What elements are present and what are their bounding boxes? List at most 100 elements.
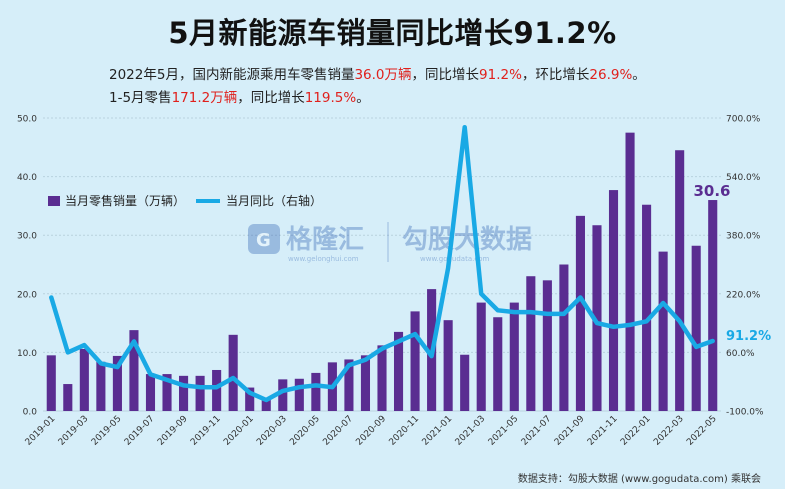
x-tick-label: 2020-09 (354, 414, 388, 448)
bar (460, 354, 470, 411)
left-tick-label: 20.0 (17, 290, 37, 300)
x-tick-label: 2022-01 (619, 414, 653, 448)
x-tick-label: 2021-07 (520, 414, 554, 448)
bar (79, 348, 89, 411)
bar (344, 359, 354, 411)
x-tick-label: 2019-07 (123, 414, 157, 448)
watermark-gogudata-url: www.gogudata.com (420, 255, 489, 263)
right-tick-label: -100.0% (726, 408, 764, 418)
left-axis-ticks: 0.0 10.0 20.0 30.0 40.0 50.0 (17, 115, 37, 418)
bar (294, 378, 304, 411)
bar (179, 375, 189, 411)
bar-series (46, 132, 718, 412)
left-tick-label: 40.0 (17, 173, 37, 183)
left-tick-label: 0.0 (23, 408, 38, 418)
subtitle-line-2-part: 。 (356, 90, 370, 106)
subtitle-line-1-part: 2022年5月，国内新能源乘用车零售销量 (109, 67, 355, 83)
watermark: G 格隆汇 www.gelonghui.com 勾股大数据 www.goguda… (248, 222, 532, 263)
subtitle-line-1-part: ，环比增长 (521, 67, 590, 83)
bar (675, 150, 685, 412)
subtitle-line-2: 1-5月零售171.2万辆，同比增长119.5%。 (109, 86, 370, 106)
x-tick-label: 2019-05 (90, 414, 124, 448)
bar (542, 280, 552, 411)
bar (642, 204, 652, 411)
bar (559, 264, 569, 411)
x-tick-label: 2020-07 (321, 414, 355, 448)
subtitle-line-1-part: ，同比增长 (411, 67, 480, 83)
bar (708, 200, 718, 411)
bar (278, 379, 288, 411)
x-tick-label: 2022-03 (652, 414, 686, 448)
bar (509, 302, 519, 411)
bar (360, 355, 371, 411)
watermark-gelonghui-text: 格隆汇 (286, 224, 364, 255)
bar (212, 369, 222, 411)
x-tick-label: 2019-11 (189, 414, 223, 448)
annotations: 30.6 91.2% (693, 182, 771, 344)
bar (63, 384, 73, 411)
bar (129, 330, 139, 411)
bar (608, 190, 619, 411)
bar (245, 387, 255, 411)
left-tick-label: 30.0 (17, 232, 37, 242)
right-tick-label: 60.0% (726, 349, 755, 359)
legend-bar-label: 当月零售销量（万辆） (65, 193, 185, 208)
bar (410, 311, 420, 411)
x-axis-ticks: 2019-01 2019-03 2019-05 2019-07 2019-09 2019-… (24, 414, 719, 448)
bar (443, 320, 453, 411)
subtitle-line-2-part: 1-5月零售 (109, 90, 172, 106)
x-tick-label: 2021-11 (586, 414, 620, 448)
subtitle-line-1-part: 26.9% (589, 67, 633, 83)
watermark-gelonghui-url: www.gelonghui.com (288, 255, 359, 263)
right-axis-ticks: -100.0% 60.0% 220.0% 380.0% 540.0% 700.0% (726, 115, 764, 418)
watermark-gogudata-text: 勾股大数据 (402, 225, 532, 255)
x-tick-label: 2021-05 (487, 414, 521, 448)
yoy-line (49, 124, 715, 403)
bar (228, 334, 238, 411)
subtitle-line-2-part: ，同比增长 (237, 90, 305, 106)
bar (46, 355, 56, 411)
bar (377, 345, 387, 411)
right-tick-label: 700.0% (726, 115, 761, 125)
subtitle-line-1-part: 91.2% (479, 67, 522, 83)
bar (311, 372, 321, 411)
x-tick-label: 2019-03 (57, 414, 91, 448)
legend-line-label: 当月同比（右轴） (226, 193, 322, 208)
line-last-annotation: 91.2% (726, 329, 771, 344)
right-tick-label: 540.0% (726, 173, 761, 183)
bar (96, 361, 106, 411)
line-series (49, 124, 715, 403)
subtitle-line-1-part: 。 (632, 67, 646, 83)
left-tick-label: 50.0 (17, 115, 37, 125)
x-tick-label: 2020-11 (388, 414, 422, 448)
subtitle-line-1: 2022年5月，国内新能源乘用车零售销量36.0万辆，同比增长91.2%，环比增… (109, 63, 646, 83)
grid-lines (43, 117, 721, 412)
bar (493, 317, 503, 411)
x-tick-label: 2020-01 (222, 414, 256, 448)
x-tick-label: 2021-01 (421, 414, 455, 448)
bar (162, 374, 172, 411)
legend: 当月零售销量（万辆） 当月同比（右轴） (48, 193, 322, 208)
bar (145, 374, 156, 411)
gelonghui-logo-mark (248, 224, 280, 254)
x-tick-label: 2019-09 (156, 414, 190, 448)
bar (393, 331, 404, 411)
bar (112, 355, 122, 411)
gelonghui-logo-glyph: G (256, 230, 271, 251)
right-tick-label: 380.0% (726, 232, 761, 242)
left-tick-label: 10.0 (17, 349, 37, 359)
x-tick-label: 2021-03 (454, 414, 488, 448)
subtitle-line-2-part: 119.5% (304, 90, 357, 106)
bar (691, 245, 701, 411)
bar (526, 276, 536, 411)
right-tick-label: 220.0% (726, 290, 761, 300)
legend-bar-swatch (48, 196, 60, 206)
bar (195, 375, 205, 411)
bar-last-annotation: 30.6 (693, 182, 730, 200)
x-tick-label: 2022-05 (685, 414, 719, 448)
subtitle-line-2-part: 171.2万辆 (171, 90, 238, 106)
bar (658, 251, 668, 411)
bar (592, 225, 602, 411)
x-tick-label: 2020-05 (288, 414, 322, 448)
